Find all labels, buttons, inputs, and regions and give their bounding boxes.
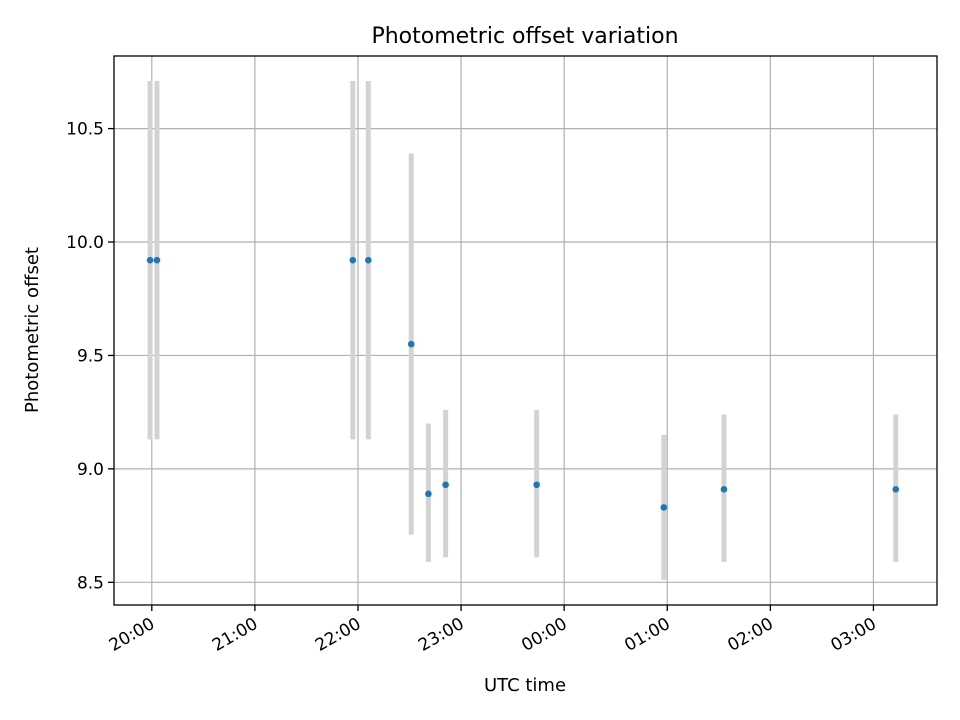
y-tick-label: 9.0 [77, 460, 104, 480]
x-tick-label: 22:00 [312, 614, 364, 656]
data-point [720, 486, 728, 493]
data-point [349, 256, 357, 264]
plot-frame [113, 55, 938, 606]
y-tick-label: 10.0 [66, 233, 104, 253]
data-points [146, 256, 900, 511]
data-point [442, 481, 449, 489]
grid-lines [114, 56, 937, 605]
x-tick-label: 02:00 [724, 614, 776, 656]
chart-title: Photometric offset variation [371, 24, 678, 49]
y-tick-label: 8.5 [77, 573, 104, 593]
x-tick-label: 03:00 [827, 614, 879, 656]
x-tick-label: 23:00 [415, 614, 467, 656]
y-axis-label: Photometric offset [22, 247, 43, 413]
data-point [425, 490, 432, 498]
data-point [153, 256, 161, 264]
x-tick-label: 01:00 [621, 614, 673, 656]
error-bars [147, 80, 899, 581]
x-tick-label: 20:00 [106, 614, 158, 656]
data-point [146, 256, 154, 264]
y-tick-label: 9.5 [77, 346, 104, 366]
data-point [407, 340, 415, 348]
axis-ticks: 20:00 21:00 22:00 23:00 00:00 01:00 02:00 03:00… [66, 120, 880, 656]
x-tick-label: 21:00 [209, 614, 261, 656]
data-point [533, 481, 540, 489]
x-axis-label: UTC time [484, 675, 566, 696]
y-tick-label: 10.5 [66, 120, 104, 140]
data-point [660, 504, 668, 511]
data-point [364, 256, 372, 264]
x-tick-label: 00:00 [518, 614, 570, 656]
data-point [892, 486, 900, 493]
